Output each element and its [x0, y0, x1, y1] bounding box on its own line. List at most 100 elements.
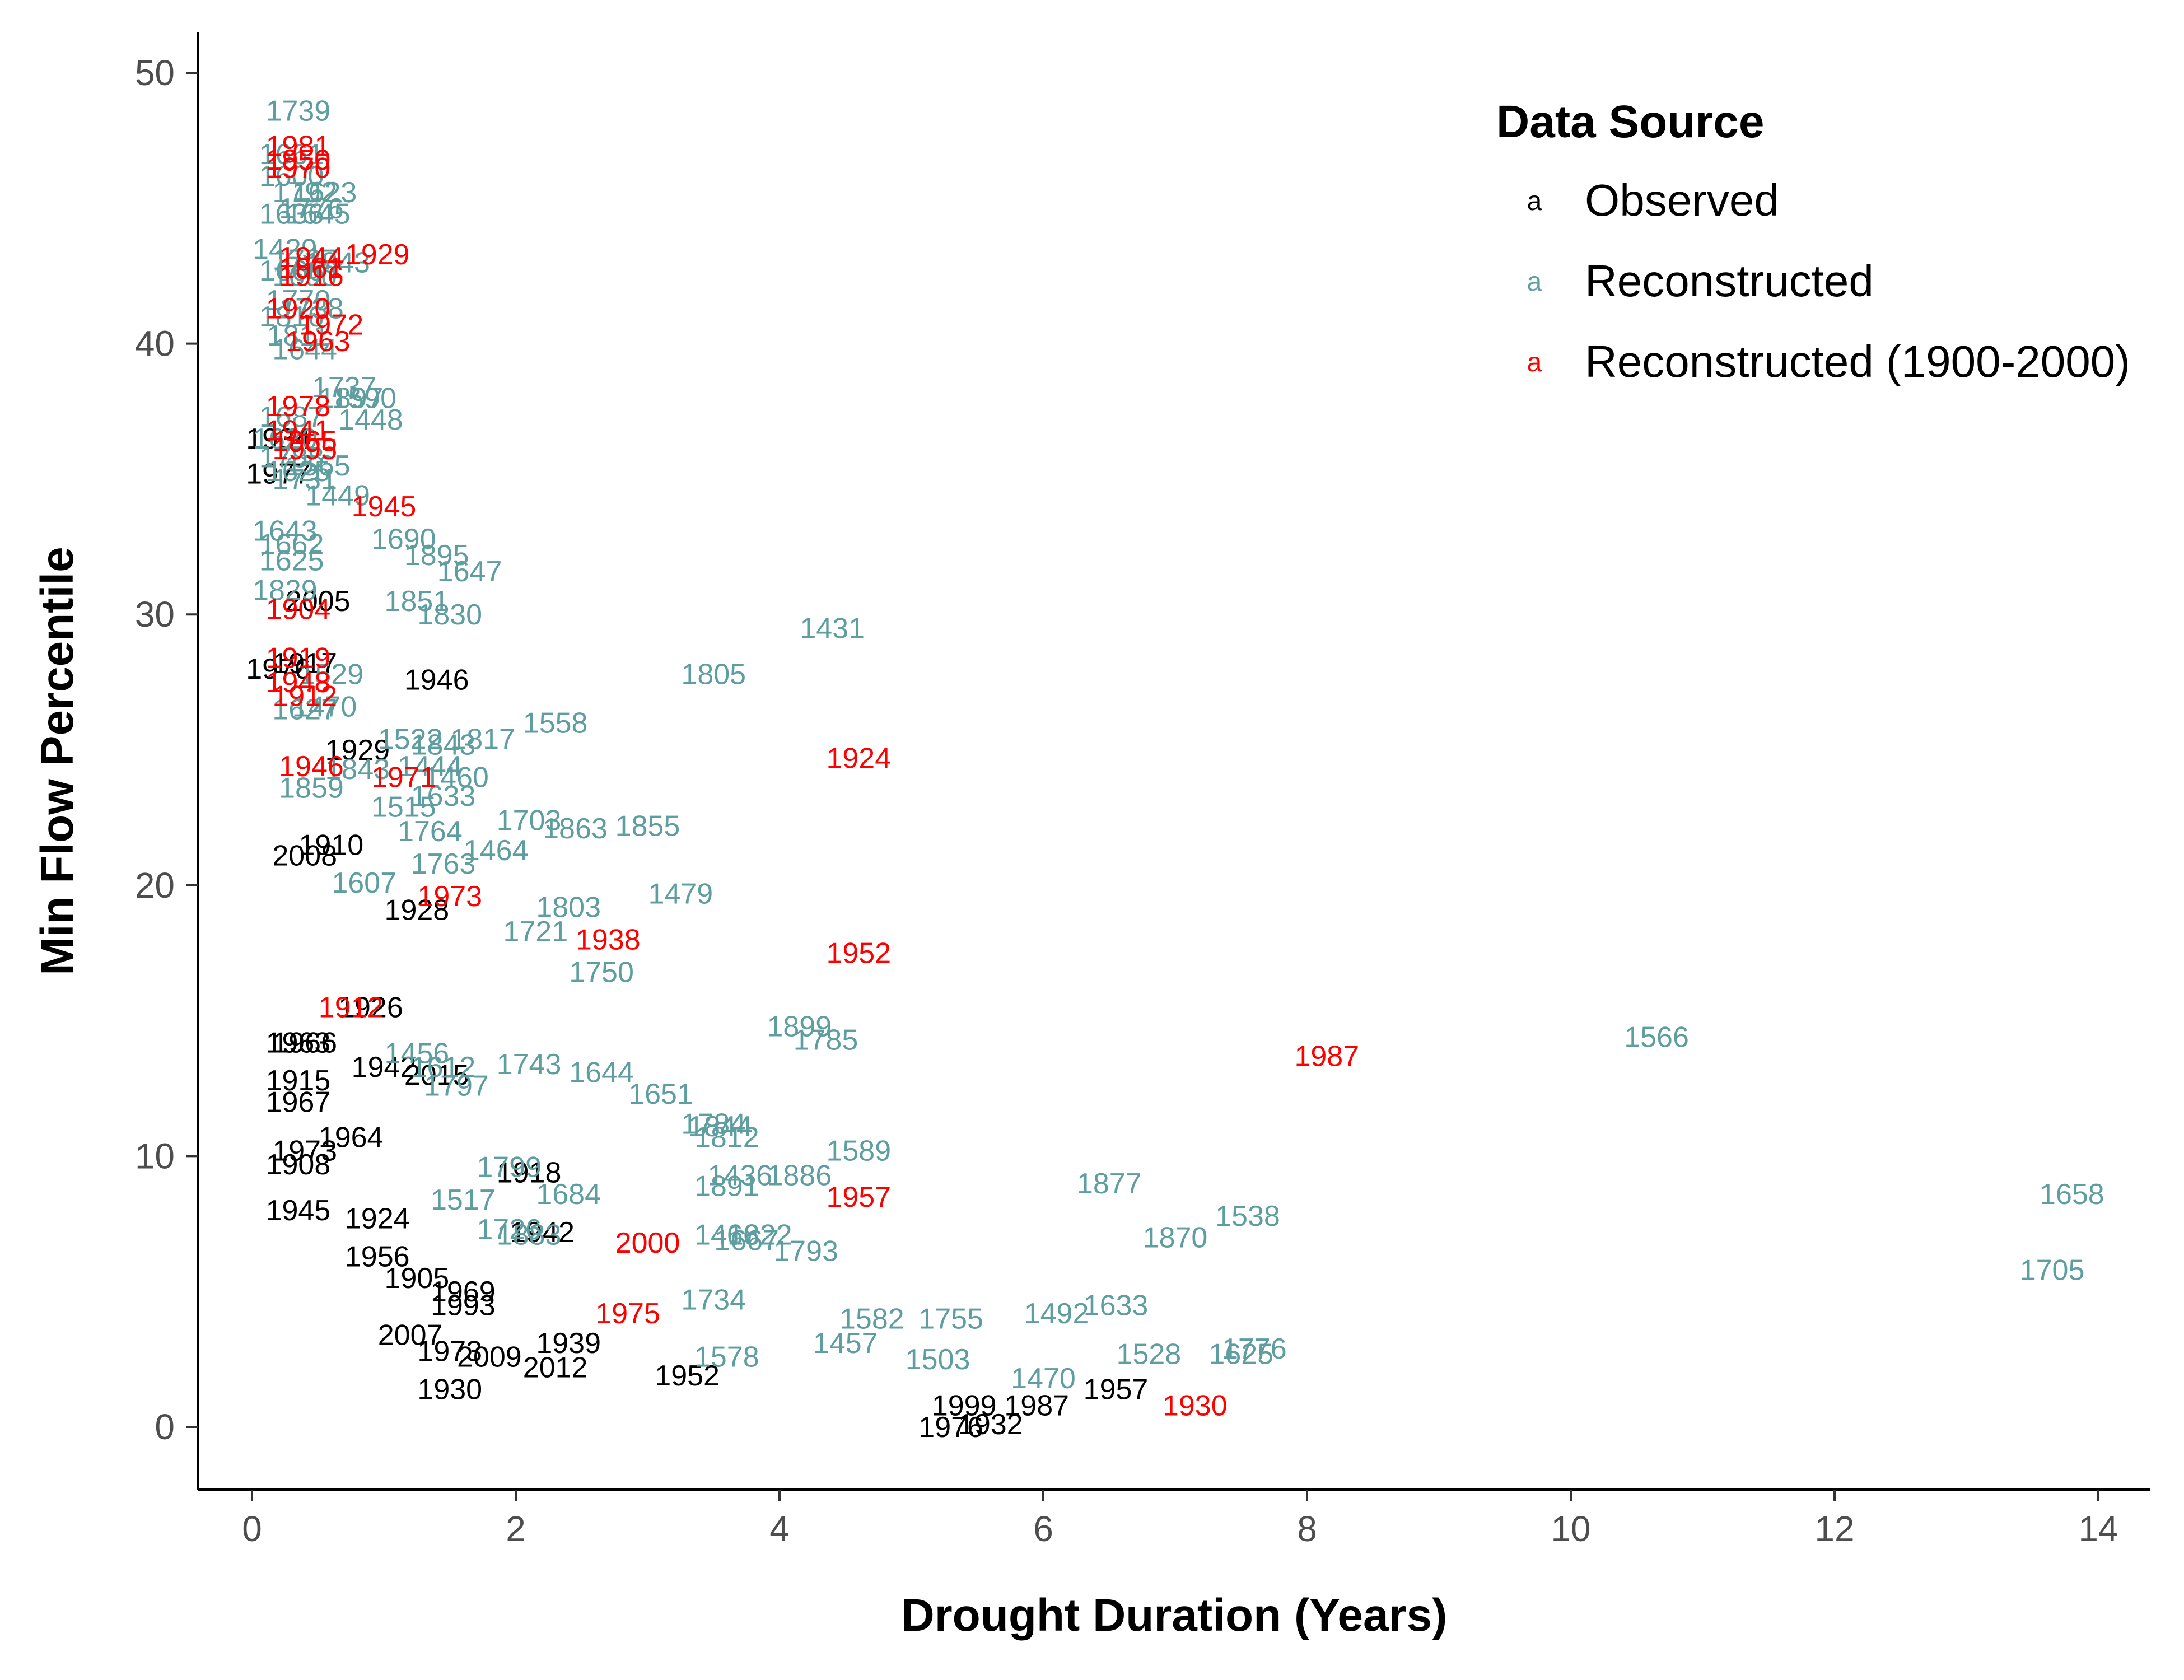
point-label: 1731	[272, 463, 337, 496]
point-label: 1763	[411, 848, 476, 880]
y-tick-label: 10	[135, 1136, 175, 1176]
point-label: 1934	[246, 423, 311, 455]
legend-key: a	[1527, 348, 1542, 377]
point-label: 1999	[932, 1389, 997, 1422]
point-label: 1916	[279, 260, 344, 293]
point-label: 1941	[266, 414, 331, 447]
point-label: 1877	[1077, 1168, 1142, 1200]
point-label: 1792	[272, 176, 337, 209]
point-label: 1460	[424, 761, 489, 794]
x-tick-label: 0	[242, 1509, 262, 1549]
point-label: 1918	[497, 1156, 562, 1189]
point-label: 1863	[543, 813, 608, 845]
point-label: 1924	[345, 1203, 410, 1235]
data-labels: 1934197720051976191719461929191020081928…	[246, 95, 2104, 1444]
point-label: 1948	[266, 666, 331, 699]
point-label: 1515	[371, 791, 436, 824]
point-label: 1843	[305, 247, 370, 279]
point-label: 1444	[398, 750, 463, 783]
point-label: 1558	[523, 707, 588, 740]
point-label: 1734	[681, 1284, 746, 1317]
point-label: 1899	[767, 1010, 832, 1043]
point-label: 1528	[1117, 1338, 1182, 1370]
point-label: 1939	[536, 1327, 601, 1360]
point-label: 1457	[813, 1327, 878, 1360]
x-tick-label: 8	[1297, 1509, 1317, 1549]
point-label: 1703	[497, 805, 562, 837]
point-label: 1945	[266, 1194, 331, 1227]
point-label: 1945	[352, 491, 417, 523]
point-label: 1938	[576, 924, 641, 956]
x-axis-title: Drought Duration (Years)	[902, 1590, 1448, 1641]
point-label: 1812	[694, 1122, 759, 1154]
point-label: 1750	[569, 956, 634, 989]
x-tick-label: 12	[1814, 1509, 1854, 1549]
point-label: 1687	[259, 401, 324, 433]
point-label: 1891	[694, 1170, 759, 1203]
point-label: 1633	[411, 780, 476, 813]
point-label: 1799	[477, 1151, 542, 1184]
point-label: 1929	[345, 239, 410, 271]
point-label: 1776	[279, 193, 344, 225]
point-label: 1466	[694, 1219, 759, 1252]
point-label: 1625	[1208, 1338, 1273, 1370]
point-label: 1612	[411, 1051, 476, 1084]
point-label: 1727	[272, 244, 337, 277]
point-label: 1764	[398, 815, 463, 848]
point-label: 1479	[648, 878, 713, 910]
point-label: 1946	[404, 664, 469, 696]
point-label: 1971	[371, 761, 436, 794]
point-label: 1627	[272, 693, 337, 726]
point-label: 1843	[325, 753, 390, 786]
legend-entries: a Observed a Reconstructed a Reconstructed (1…	[1527, 175, 2130, 386]
point-label: 1897	[319, 382, 384, 414]
point-label: 1600	[259, 160, 324, 193]
point-label: 1607	[332, 867, 396, 899]
point-label: 2000	[615, 1227, 680, 1259]
legend-label: Reconstructed	[1585, 256, 1874, 306]
point-label: 1843	[411, 729, 476, 761]
point-label: 1908	[266, 1149, 331, 1181]
point-label: 1963	[286, 325, 351, 358]
point-label: 1870	[1143, 1221, 1208, 1254]
point-label: 1589	[826, 1135, 891, 1168]
x-tick-label: 4	[769, 1509, 790, 1549]
y-tick-label: 0	[155, 1407, 175, 1447]
point-label: 1912	[319, 991, 384, 1024]
point-label: 1738	[279, 293, 344, 325]
point-label: 1976	[918, 1411, 983, 1444]
point-label: 1429	[253, 233, 318, 265]
point-label: 1987	[1294, 1040, 1359, 1072]
point-label: 1684	[536, 1178, 601, 1211]
legend-key: a	[1527, 267, 1542, 297]
point-label: 1805	[681, 659, 746, 691]
point-label: 2015	[404, 1059, 469, 1091]
point-label: 1517	[431, 1184, 496, 1216]
point-label: 1929	[325, 734, 390, 767]
legend: Data Source a Observed a Reconstructed a Reco…	[1496, 96, 2130, 386]
point-label: 1920	[266, 293, 331, 325]
point-label: 1666	[259, 255, 324, 287]
point-label: 1969	[431, 1276, 496, 1308]
point-label: 1963	[266, 1026, 331, 1059]
point-label: 1755	[918, 1303, 983, 1336]
x-tick-label: 6	[1033, 1509, 1053, 1549]
point-label: 1788	[259, 442, 324, 474]
point-label: 1950	[266, 144, 331, 176]
point-label: 1952	[655, 1360, 720, 1392]
point-label: 1973	[272, 1135, 337, 1168]
point-label: 1855	[615, 810, 680, 842]
point-label: 1829	[253, 575, 318, 607]
point-label: 2009	[457, 1341, 522, 1373]
point-label: 1895	[404, 539, 469, 572]
point-label: 1924	[826, 743, 891, 775]
point-label: 1690	[272, 260, 337, 293]
point-label: 1644	[272, 333, 337, 366]
point-label: 1625	[266, 455, 331, 488]
point-label: 1503	[906, 1343, 970, 1376]
point-label: 1785	[794, 1024, 858, 1056]
y-tick-label: 40	[135, 324, 175, 364]
point-label: 1926	[338, 991, 403, 1024]
point-label: 1456	[385, 1038, 450, 1070]
point-label: 1797	[424, 1070, 489, 1103]
